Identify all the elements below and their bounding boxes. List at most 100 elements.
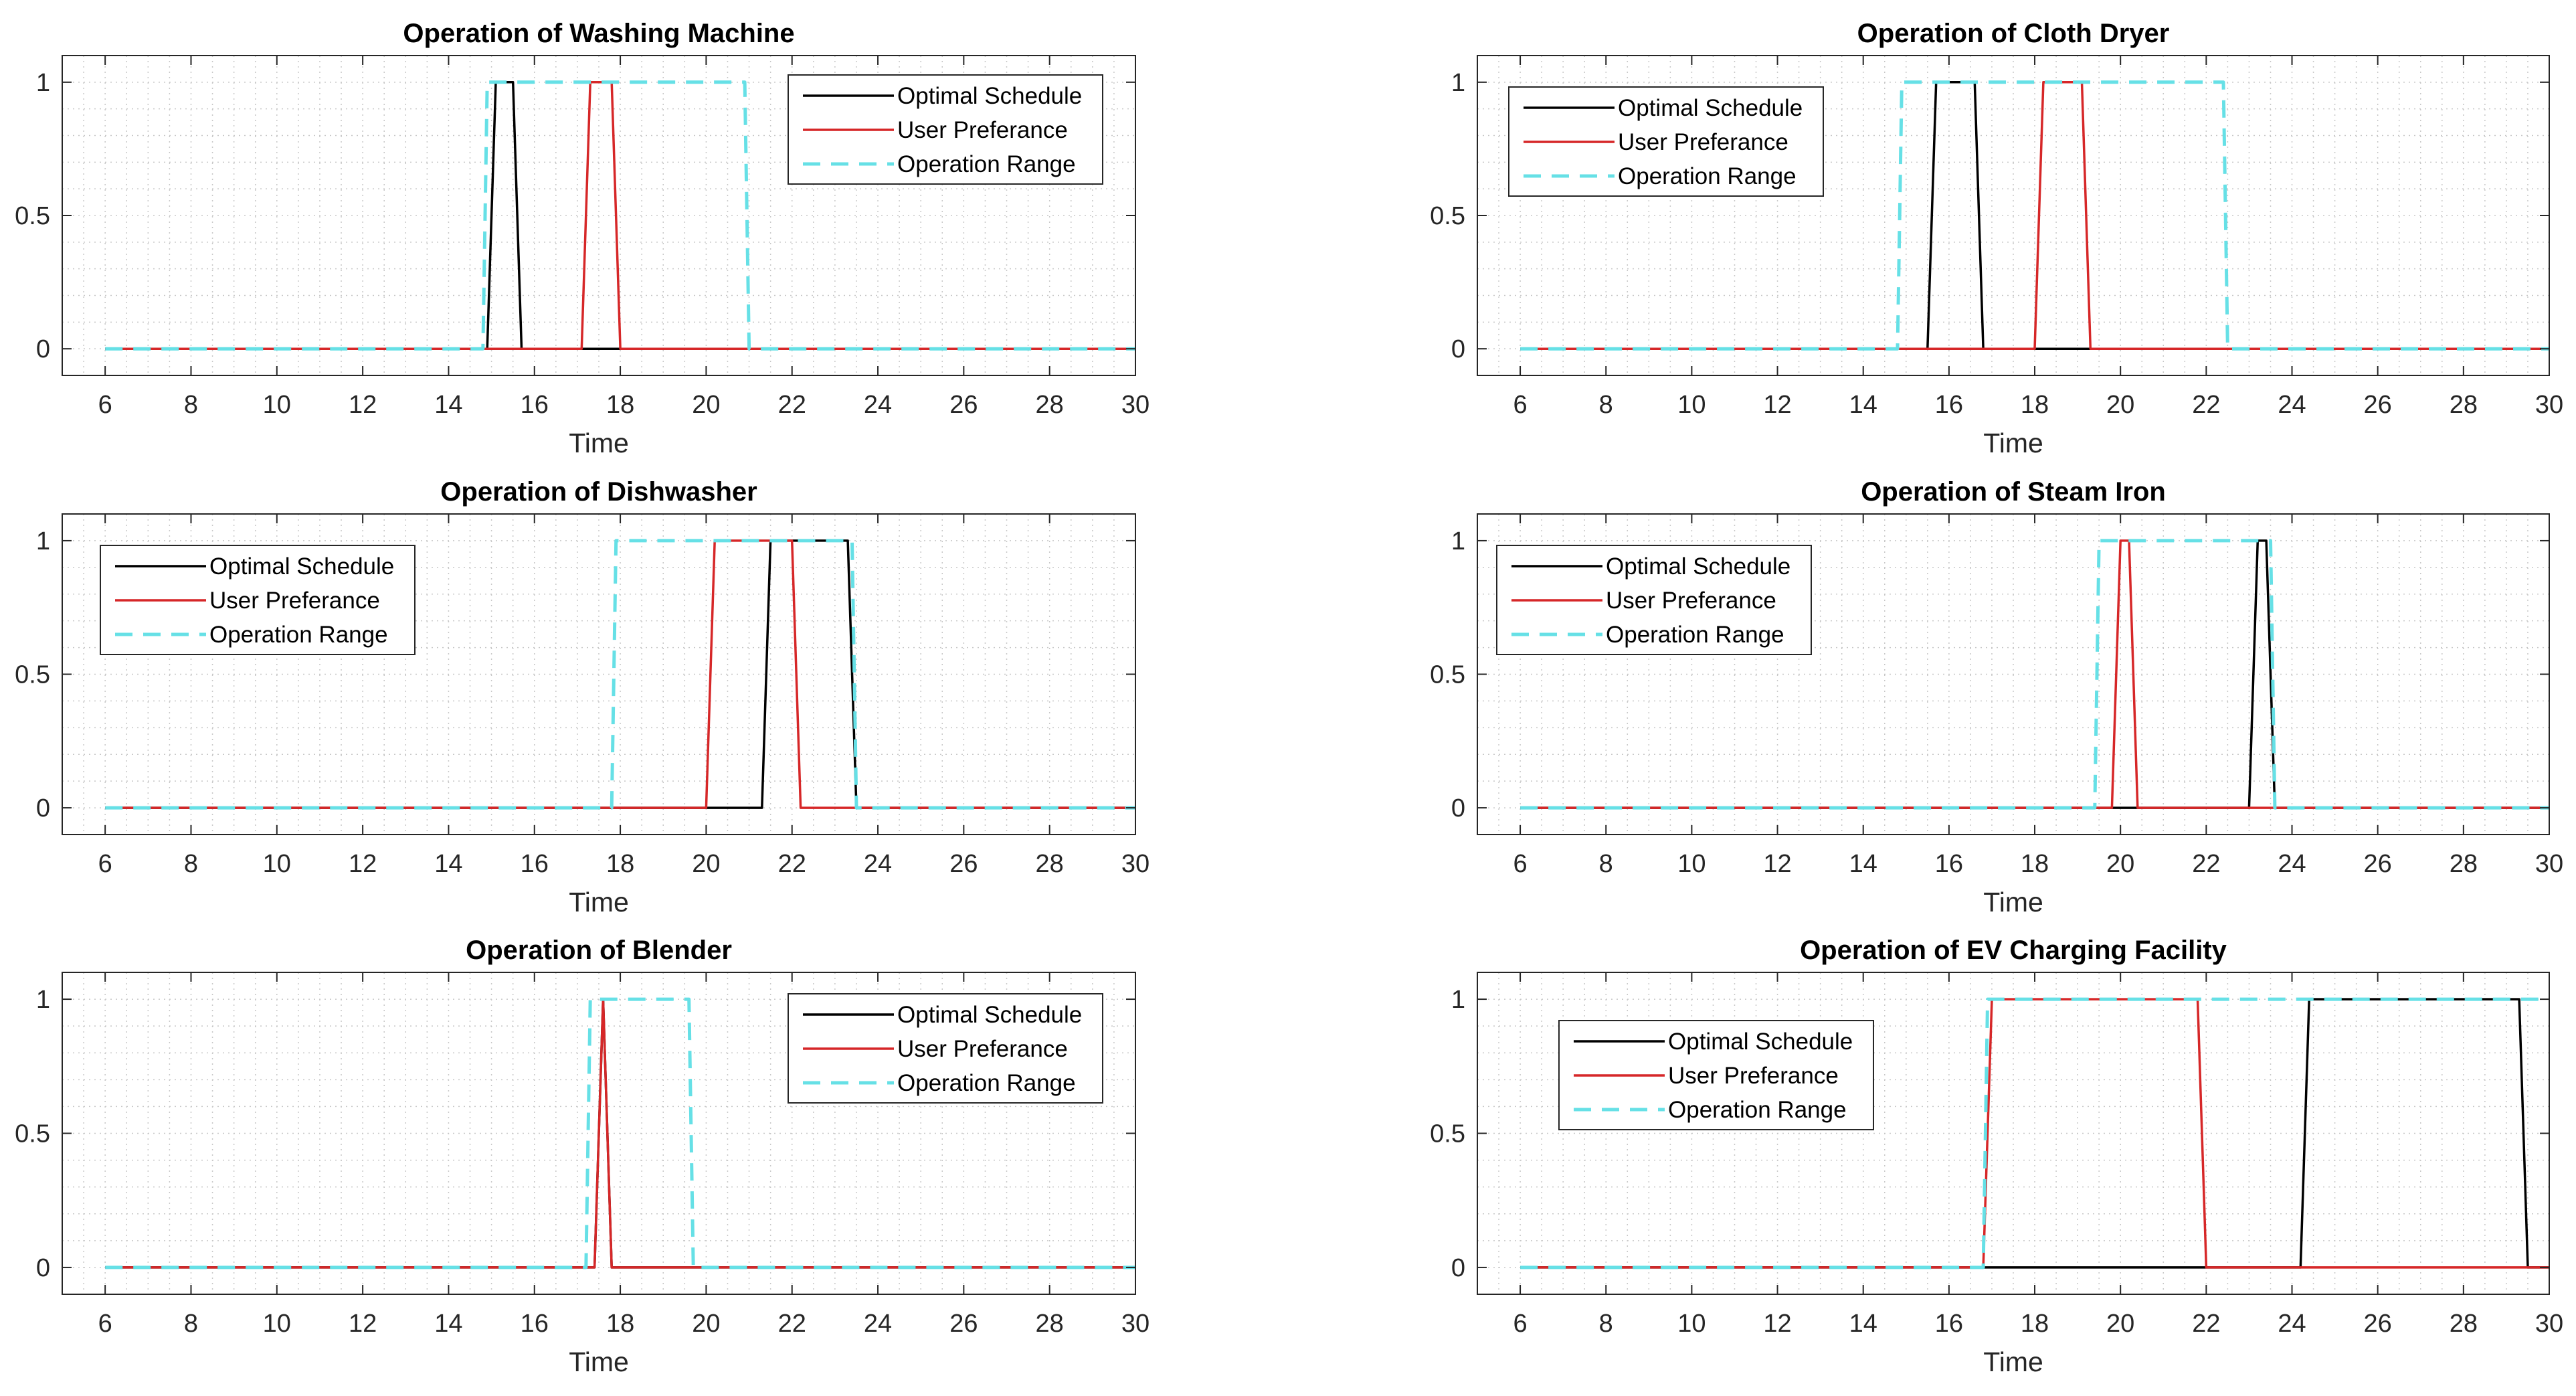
x-tick-label: 16 — [1935, 850, 1963, 878]
legend-entry-optimal-schedule: Optimal Schedule — [209, 553, 394, 580]
x-tick-label: 8 — [184, 850, 198, 878]
x-tick-label: 18 — [2021, 1310, 2049, 1338]
y-tick-label: 0.5 — [15, 661, 50, 689]
x-tick-label: 24 — [864, 850, 892, 878]
x-tick-label: 8 — [1599, 391, 1613, 419]
legend: Optimal Schedule User Preferance Operation… — [100, 545, 416, 655]
x-tick-label: 26 — [2364, 391, 2392, 419]
legend-entry-operation-range: Operation Range — [1606, 622, 1784, 648]
x-tick-label: 24 — [2278, 1310, 2306, 1338]
x-tick-label: 12 — [1763, 850, 1791, 878]
x-tick-label: 28 — [2450, 391, 2478, 419]
y-tick-label: 1 — [1451, 527, 1465, 555]
x-tick-label: 30 — [1121, 1310, 1149, 1338]
y-tick-label: 0 — [1451, 335, 1465, 363]
x-tick-label: 20 — [692, 1310, 720, 1338]
x-tick-label: 20 — [692, 391, 720, 419]
x-tick-label: 6 — [98, 850, 112, 878]
x-tick-label: 24 — [2278, 850, 2306, 878]
x-tick-label: 28 — [1036, 391, 1064, 419]
x-tick-label: 14 — [434, 391, 462, 419]
chart-title: Operation of Steam Iron — [1861, 477, 2166, 507]
x-tick-label: 14 — [434, 1310, 462, 1338]
x-tick-label: 30 — [1121, 850, 1149, 878]
x-tick-label: 20 — [2106, 850, 2134, 878]
legend: Optimal Schedule User Preferance Operation… — [788, 993, 1103, 1104]
x-tick-label: 24 — [2278, 391, 2306, 419]
x-tick-label: 30 — [2535, 850, 2563, 878]
x-tick-label: 26 — [2364, 1310, 2392, 1338]
x-tick-label: 12 — [1763, 1310, 1791, 1338]
x-axis-label: Time — [569, 887, 629, 918]
x-axis-label: Time — [1983, 1346, 2043, 1377]
legend-entry-user-preferance: User Preferance — [897, 117, 1068, 143]
x-tick-label: 10 — [263, 391, 291, 419]
x-tick-label: 22 — [778, 1310, 806, 1338]
x-tick-label: 22 — [2192, 391, 2220, 419]
legend: Optimal Schedule User Preferance Operation… — [1496, 545, 1812, 655]
x-tick-label: 14 — [1849, 1310, 1877, 1338]
x-tick-label: 10 — [263, 1310, 291, 1338]
x-tick-label: 22 — [778, 850, 806, 878]
legend-entry-operation-range: Operation Range — [209, 622, 388, 648]
x-tick-label: 8 — [1599, 1310, 1613, 1338]
minor-grid — [1477, 514, 2550, 835]
x-axis-label: Time — [1983, 887, 2043, 918]
x-tick-label: 28 — [2450, 850, 2478, 878]
x-tick-label: 24 — [864, 391, 892, 419]
series-line-operation-range — [1520, 80, 2549, 351]
x-tick-label: 16 — [1935, 391, 1963, 419]
y-tick-label: 1 — [36, 986, 50, 1014]
legend-entry-user-preferance: User Preferance — [1606, 588, 1776, 614]
x-tick-label: 26 — [949, 850, 978, 878]
series-line-operation-range — [1520, 539, 2549, 810]
x-tick-label: 28 — [1036, 850, 1064, 878]
x-tick-label: 8 — [184, 391, 198, 419]
chart-title: Operation of EV Charging Facility — [1800, 936, 2227, 965]
legend-entry-user-preferance: User Preferance — [1618, 129, 1788, 155]
y-tick-label: 1 — [1451, 986, 1465, 1014]
legend-entry-optimal-schedule: Optimal Schedule — [1606, 553, 1790, 580]
x-axis-label: Time — [569, 1346, 629, 1377]
x-tick-label: 18 — [2021, 391, 2049, 419]
legend-entry-operation-range: Operation Range — [897, 1070, 1076, 1096]
legend-entry-optimal-schedule: Optimal Schedule — [897, 83, 1082, 109]
subplot-1: 6 8 10 12 14 16 18 20 22 24 26 28 30 0 0.5 1 Operation o… — [15, 19, 1149, 458]
x-tick-label: 6 — [1513, 850, 1528, 878]
x-tick-label: 8 — [1599, 850, 1613, 878]
legend-entry-operation-range: Operation Range — [1618, 163, 1797, 189]
y-tick-label: 1 — [36, 527, 50, 555]
x-tick-label: 6 — [98, 1310, 112, 1338]
y-tick-label: 1 — [36, 69, 50, 97]
x-tick-label: 24 — [864, 1310, 892, 1338]
legend: Optimal Schedule User Preferance Operation… — [788, 74, 1103, 185]
series-line-operation-range — [105, 539, 1135, 810]
chart-title: Operation of Cloth Dryer — [1857, 19, 2170, 48]
legend-entry-user-preferance: User Preferance — [1668, 1063, 1839, 1089]
y-tick-label: 0 — [1451, 1254, 1465, 1282]
chart-title: Operation of Dishwasher — [440, 477, 757, 507]
series-line-user-preferance — [1520, 81, 2549, 350]
x-tick-label: 30 — [2535, 1310, 2563, 1338]
x-tick-label: 18 — [606, 850, 634, 878]
chart-title: Operation of Blender — [466, 936, 732, 965]
x-tick-label: 16 — [521, 850, 549, 878]
x-tick-label: 12 — [349, 850, 377, 878]
x-tick-label: 28 — [2450, 1310, 2478, 1338]
minor-grid — [62, 514, 1136, 835]
subplot-6: 6 8 10 12 14 16 18 20 22 24 26 28 30 0 0.5 1 Operation o… — [1430, 936, 2563, 1377]
x-tick-label: 26 — [2364, 850, 2392, 878]
series-line-operation-range — [105, 80, 1135, 351]
y-tick-label: 1 — [1451, 69, 1465, 97]
x-tick-label: 16 — [1935, 1310, 1963, 1338]
x-tick-label: 20 — [692, 850, 720, 878]
x-tick-label: 12 — [1763, 391, 1791, 419]
y-tick-label: 0.5 — [1430, 202, 1465, 230]
x-tick-label: 14 — [434, 850, 462, 878]
subplot-3: 6 8 10 12 14 16 18 20 22 24 26 28 30 0 0.5 1 Operation o… — [15, 477, 1149, 918]
x-tick-label: 6 — [1513, 1310, 1528, 1338]
x-tick-label: 18 — [2021, 850, 2049, 878]
y-tick-label: 0.5 — [15, 202, 50, 230]
series-line-user-preferance — [105, 81, 1135, 350]
